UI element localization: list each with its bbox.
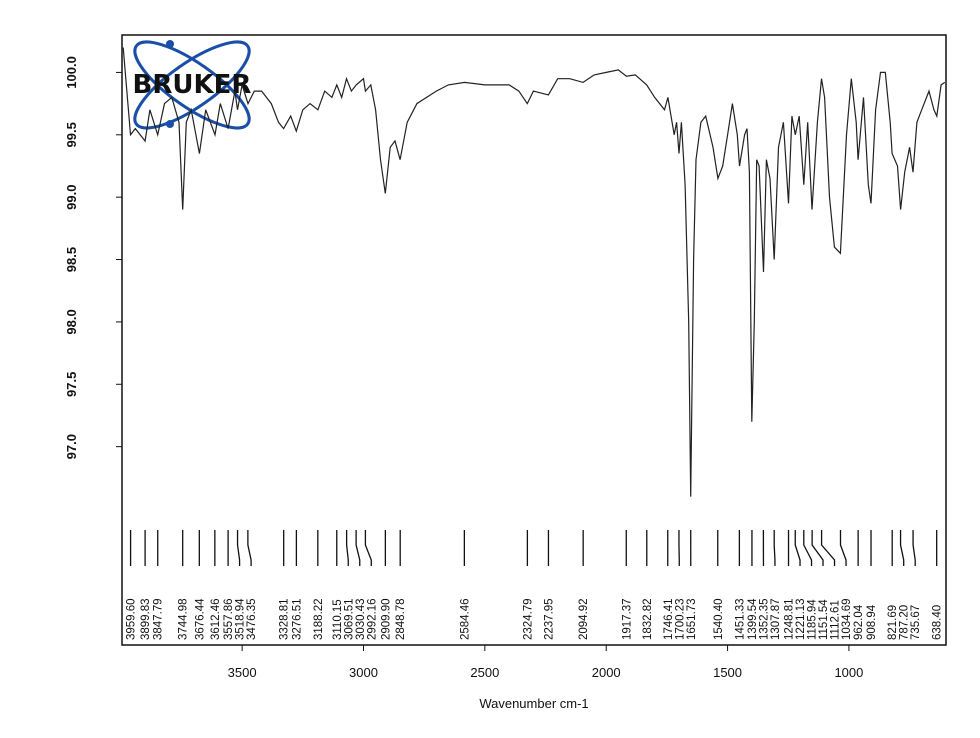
peak-label: 735.67 [910,605,922,640]
x-tick-label: 2000 [592,665,621,680]
peak-label: 1746.41 [663,598,675,640]
logo-text: BRUKER [133,70,252,100]
logo-dot [166,120,174,128]
x-axis-title: Wavenumber cm-1 [479,696,588,711]
peak-label: 2324.79 [522,598,534,640]
peak-marker [899,530,905,566]
peak-label: 2992.16 [366,598,378,640]
peak-label: 1700.23 [674,598,686,640]
peak-label: 3557.86 [223,598,235,640]
peak-label: 1451.33 [734,598,746,640]
peak-label: 3328.81 [279,598,291,640]
peak-marker [803,530,813,566]
peak-label: 2094.92 [578,598,590,640]
logo-dot [166,40,174,48]
peak-label: 2848.78 [395,598,407,640]
peak-marker [820,530,836,566]
peak-label: 1221.13 [795,598,807,640]
peak-label: 638.40 [932,605,944,640]
x-tick-label: 2500 [470,665,499,680]
y-tick-label: 98.5 [64,247,79,272]
y-tick-label: 100.0 [64,56,79,89]
peak-label: 3276.51 [291,598,303,640]
peak-label: 3959.60 [126,598,138,640]
peak-marker [364,530,372,566]
y-tick-label: 98.0 [64,309,79,334]
peak-label: 3069.51 [343,598,355,640]
peak-label: 3899.83 [140,598,152,640]
y-tick-label: 99.0 [64,185,79,210]
peak-marker [839,530,847,566]
peak-label: 1651.73 [686,598,698,640]
peak-label: 2909.90 [380,598,392,640]
peak-marker [247,530,252,566]
peak-marker [811,530,824,566]
peak-marker [236,530,241,566]
logo: BRUKER [133,40,252,130]
x-tick-label: 1000 [834,665,863,680]
peak-label: 3110.15 [332,599,344,640]
peak-label: 1399.54 [747,598,759,640]
y-tick-label: 99.5 [64,122,79,147]
peak-label: 1248.81 [784,598,796,640]
peak-label: 3518.94 [235,598,247,640]
peak-marker [355,530,361,566]
x-tick-label: 1500 [713,665,742,680]
peak-label: 1917.37 [621,598,633,640]
y-tick-label: 97.5 [64,372,79,397]
peak-label: 1540.40 [713,598,725,640]
peak-label: 1307.87 [770,598,782,640]
peak-label: 2237.95 [543,598,555,640]
peak-label: 2584.46 [459,598,471,640]
peak-label: 1034.69 [841,598,853,640]
peak-label: 1112.61 [830,600,842,640]
peak-label: 908.94 [866,604,878,640]
logo-orbit [133,40,251,130]
peak-label: 962.04 [853,604,865,640]
plot-frame [121,34,947,646]
peak-label: 3030.43 [355,598,367,640]
peak-label: 3612.46 [210,598,222,640]
peak-marker [773,530,776,566]
peak-marker [794,530,801,566]
logo-orbit [133,40,251,130]
peak-label: 821.69 [887,605,899,640]
peak-label: 787.20 [899,605,911,640]
peak-label: 3188.22 [313,598,325,640]
peak-marker [345,530,349,566]
peak-label: 1185.94 [807,599,819,640]
peak-label: 3847.79 [153,598,165,640]
peak-label: 3476.35 [246,598,258,640]
x-tick-label: 3500 [228,665,257,680]
peak-label: 1832.82 [642,598,654,640]
spectrum-line [122,47,946,497]
y-tick-label: 97.0 [64,434,79,459]
peak-label: 1352.35 [758,598,770,640]
peak-label: 1151.54 [818,599,830,640]
peak-marker [912,530,916,566]
x-tick-label: 3000 [349,665,378,680]
peak-label: 3676.44 [194,598,206,640]
peak-label: 3744.98 [178,598,190,640]
